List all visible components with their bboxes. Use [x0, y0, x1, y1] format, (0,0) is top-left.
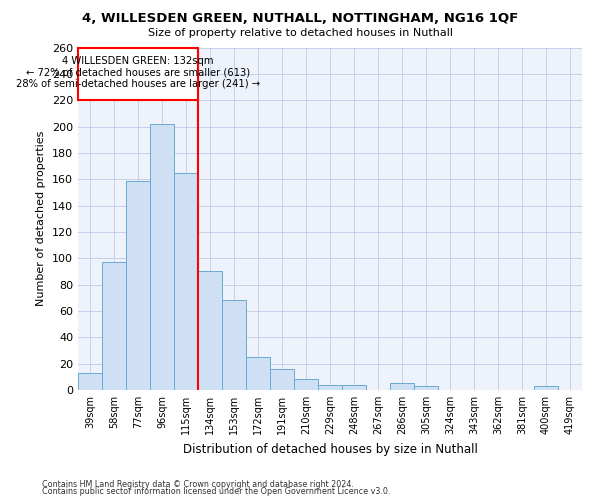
Text: ← 72% of detached houses are smaller (613): ← 72% of detached houses are smaller (61… — [26, 68, 250, 78]
Bar — [534, 386, 558, 390]
Bar — [390, 384, 414, 390]
Text: 4, WILLESDEN GREEN, NUTHALL, NOTTINGHAM, NG16 1QF: 4, WILLESDEN GREEN, NUTHALL, NOTTINGHAM,… — [82, 12, 518, 26]
Bar — [150, 124, 174, 390]
Bar — [102, 262, 126, 390]
Bar — [342, 384, 366, 390]
Text: Size of property relative to detached houses in Nuthall: Size of property relative to detached ho… — [148, 28, 452, 38]
Bar — [198, 272, 222, 390]
Y-axis label: Number of detached properties: Number of detached properties — [37, 131, 46, 306]
Bar — [294, 380, 318, 390]
Bar — [318, 384, 342, 390]
Bar — [246, 357, 270, 390]
Bar — [126, 180, 150, 390]
Text: Contains public sector information licensed under the Open Government Licence v3: Contains public sector information licen… — [42, 487, 391, 496]
FancyBboxPatch shape — [78, 48, 198, 100]
Bar — [270, 369, 294, 390]
Bar — [78, 373, 102, 390]
Text: Contains HM Land Registry data © Crown copyright and database right 2024.: Contains HM Land Registry data © Crown c… — [42, 480, 354, 489]
Bar — [414, 386, 438, 390]
X-axis label: Distribution of detached houses by size in Nuthall: Distribution of detached houses by size … — [182, 442, 478, 456]
Text: 28% of semi-detached houses are larger (241) →: 28% of semi-detached houses are larger (… — [16, 80, 260, 90]
Text: 4 WILLESDEN GREEN: 132sqm: 4 WILLESDEN GREEN: 132sqm — [62, 56, 214, 66]
Bar — [174, 172, 198, 390]
Bar — [222, 300, 246, 390]
